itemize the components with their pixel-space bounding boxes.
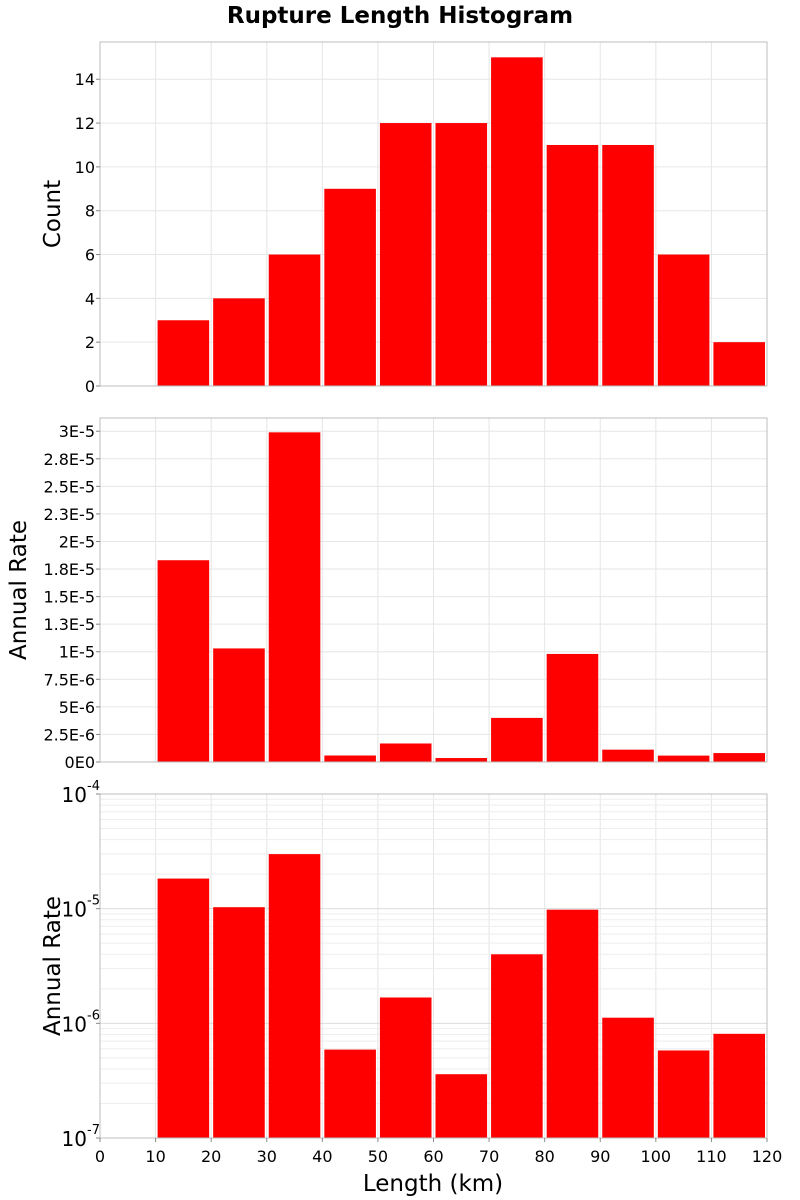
- bar: [379, 743, 432, 762]
- bar: [657, 1050, 710, 1138]
- y-tick-label: 1E-5: [59, 643, 95, 662]
- x-axis-ticks: 0 10 20 30 40 50 60 70 80 90 100 110 120: [95, 1138, 782, 1166]
- bar: [435, 123, 488, 386]
- y-tick-label: 2.5E-5: [43, 477, 95, 496]
- y-tick-label: 2E-5: [59, 532, 95, 551]
- bar: [213, 298, 265, 386]
- x-tick-label: 10: [145, 1147, 165, 1166]
- bar: [657, 254, 710, 386]
- y-tick-label: 1.3E-5: [43, 615, 95, 634]
- bar: [157, 878, 210, 1138]
- y-tick-label: 10: [62, 898, 87, 922]
- bar: [213, 907, 265, 1138]
- bar: [379, 997, 432, 1138]
- y-tick-exponent: -4: [87, 779, 100, 794]
- y-axis-label: Count: [40, 180, 66, 248]
- x-tick-label: 50: [368, 1147, 388, 1166]
- y-tick-label: 1.8E-5: [43, 560, 95, 579]
- plot-frame: [99, 41, 768, 387]
- y-tick-label: 2.3E-5: [43, 505, 95, 524]
- y-tick-label: 5E-6: [59, 698, 95, 717]
- bar: [713, 342, 765, 386]
- y-tick-label: 10: [75, 158, 95, 177]
- bar: [268, 254, 321, 386]
- y-tick-label: 12: [75, 114, 95, 133]
- y-tick-label: 10: [62, 1012, 87, 1036]
- y-tick-label: 1.5E-5: [43, 588, 95, 607]
- bar: [435, 1074, 488, 1138]
- count-panel: 0 2 4 6 8 10 12 14 Count: [40, 41, 768, 396]
- x-tick-label: 0: [95, 1147, 105, 1166]
- bar: [546, 653, 599, 762]
- x-tick-label: 70: [479, 1147, 499, 1166]
- bar: [491, 954, 543, 1138]
- y-tick-label: 2.8E-5: [43, 450, 95, 469]
- y-tick-label: 2.5E-6: [43, 725, 95, 744]
- y-tick-label: 14: [75, 70, 95, 89]
- x-tick-label: 90: [590, 1147, 610, 1166]
- annual-rate-linear-panel: 0E0 2.5E-6 5E-6 7.5E-6 1E-5 1.3E-5 1.5E-5 1.8E-…: [6, 417, 768, 772]
- x-tick-label: 20: [201, 1147, 221, 1166]
- bar: [713, 1033, 765, 1138]
- plot-frame: [99, 417, 768, 763]
- x-tick-label: 60: [423, 1147, 443, 1166]
- y-tick-label: 7.5E-6: [43, 670, 95, 689]
- y-tick-exponent: -5: [87, 894, 100, 909]
- bar: [157, 320, 210, 386]
- x-axis-label: Length (km): [363, 1171, 503, 1197]
- x-tick-label: 80: [534, 1147, 554, 1166]
- y-tick-label: 8: [85, 202, 95, 221]
- y-tick-label: 4: [85, 289, 95, 308]
- x-tick-label: 40: [312, 1147, 332, 1166]
- y-tick-exponent: -7: [87, 1123, 100, 1138]
- bar: [157, 560, 210, 762]
- y-tick-label: 3E-5: [59, 422, 95, 441]
- chart-title: Rupture Length Histogram: [227, 3, 573, 29]
- bar: [324, 188, 376, 386]
- y-axis-label: Annual Rate: [40, 896, 66, 1036]
- x-tick-label: 100: [641, 1147, 672, 1166]
- bar: [379, 123, 432, 386]
- bar: [324, 1049, 376, 1138]
- x-tick-label: 120: [752, 1147, 783, 1166]
- bar: [546, 144, 599, 386]
- bar: [324, 755, 376, 762]
- x-tick-label: 110: [696, 1147, 727, 1166]
- bar: [602, 749, 654, 762]
- bar: [602, 1017, 654, 1138]
- bar: [657, 755, 710, 762]
- bar: [268, 854, 321, 1138]
- bar: [491, 57, 543, 386]
- bar: [491, 717, 543, 762]
- y-axis-label: Annual Rate: [6, 520, 32, 660]
- x-tick-label: 30: [257, 1147, 277, 1166]
- bar: [602, 144, 654, 386]
- bar: [213, 648, 265, 762]
- y-tick-label: 0: [85, 377, 95, 396]
- bar: [268, 432, 321, 762]
- bar: [435, 758, 488, 762]
- y-tick-label: 6: [85, 246, 95, 265]
- bar: [713, 753, 765, 762]
- bar: [546, 909, 599, 1138]
- y-tick-label: 2: [85, 333, 95, 352]
- y-tick-label: 0E0: [65, 753, 95, 772]
- y-tick-label: 10: [62, 783, 87, 807]
- y-tick-label: 10: [62, 1127, 87, 1151]
- y-tick-exponent: -6: [87, 1008, 100, 1023]
